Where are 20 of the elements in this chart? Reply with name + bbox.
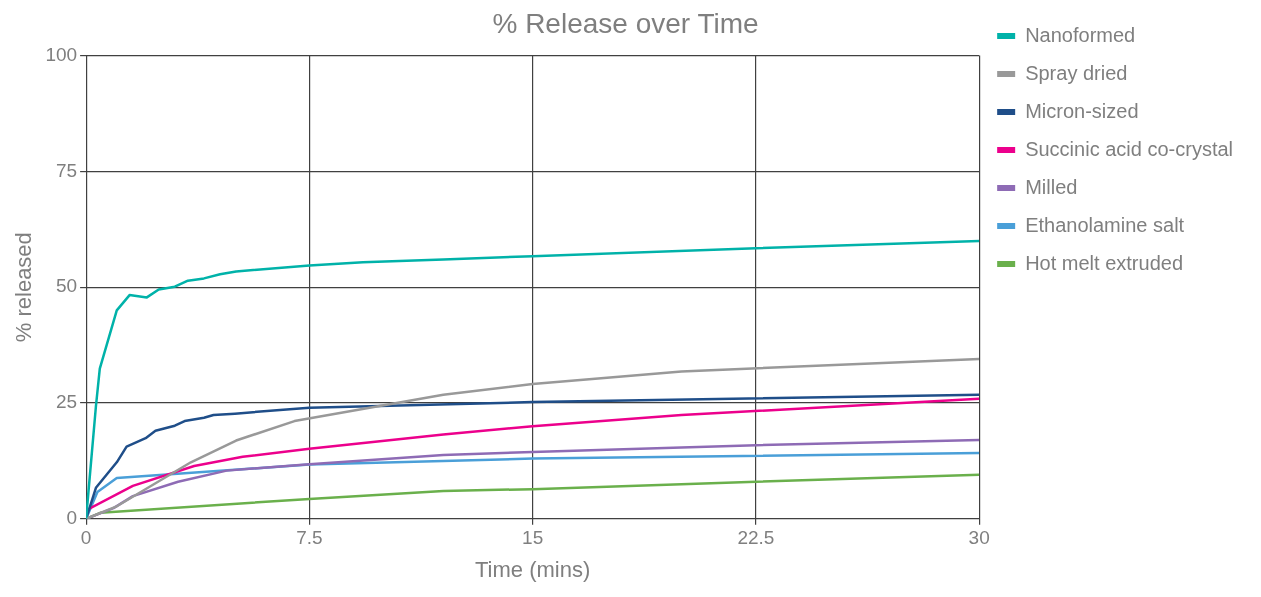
chart-title: % Release over Time: [492, 7, 759, 39]
legend-label: Micron-sized: [1025, 99, 1139, 122]
legend-label: Ethanolamine salt: [1025, 213, 1185, 236]
x-tick-label: 15: [522, 527, 544, 549]
legend-label: Hot melt extruded: [1025, 251, 1184, 274]
legend-label: Milled: [1025, 175, 1078, 198]
legend-label: Succinic acid co-crystal: [1025, 137, 1233, 160]
y-tick-label: 100: [45, 43, 78, 65]
x-axis-title: Time (mins): [474, 556, 591, 582]
x-tick-label: 22.5: [737, 527, 775, 549]
x-tick-label: 30: [968, 527, 990, 549]
y-tick-label: 25: [55, 391, 78, 413]
y-tick-label: 75: [55, 159, 78, 181]
y-tick-label: 50: [55, 275, 78, 297]
x-tick-label: 7.5: [296, 527, 323, 549]
legend-label: Nanoformed: [1025, 23, 1136, 46]
y-axis-title: % released: [11, 232, 37, 343]
x-tick-label: 0: [80, 527, 92, 549]
y-tick-label: 0: [66, 507, 78, 529]
legend-label: Spray dried: [1025, 61, 1128, 84]
